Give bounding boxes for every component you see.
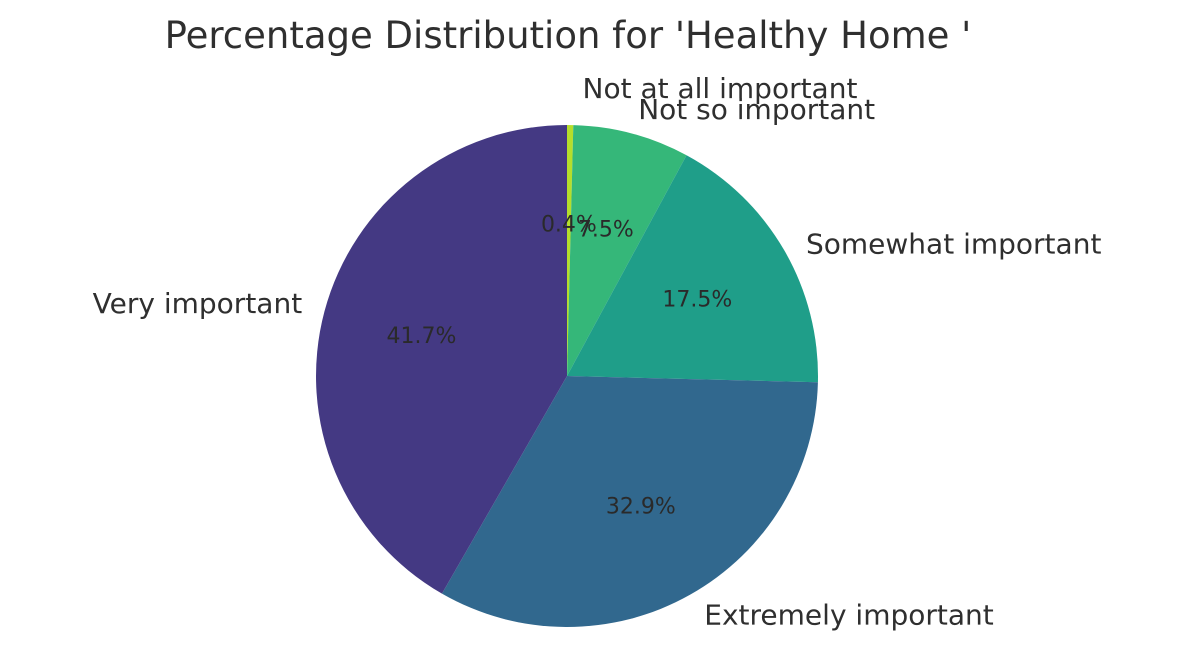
slice-label: Somewhat important [806,228,1101,261]
pie-percent-labels: 0.4%7.5% 17.5% 32.9% 41.7% [387,212,733,519]
slice-percent-label: 41.7% [387,324,457,349]
pie-slice-extremely-important [441,376,818,627]
slice-label: Not so important [638,93,875,126]
pie-slice-very-important [316,125,567,594]
pie-slice-somewhat-important [567,155,818,383]
slice-label: Extremely important [704,599,993,632]
chart-title: Percentage Distribution for 'Healthy Hom… [165,14,972,57]
pie-slices [316,125,818,627]
slice-percent-label: 0.4% [541,212,597,237]
pie-slice-not-at-all-important [567,125,574,376]
slice-percent-label: 17.5% [662,288,732,313]
slice-label: Not at all important [583,72,858,105]
slice-percent-label: 32.9% [606,494,676,519]
pie-slice-not-so-important [567,125,687,376]
slice-percent-label: 7.5% [578,218,634,243]
slice-label: Very important [93,287,303,320]
